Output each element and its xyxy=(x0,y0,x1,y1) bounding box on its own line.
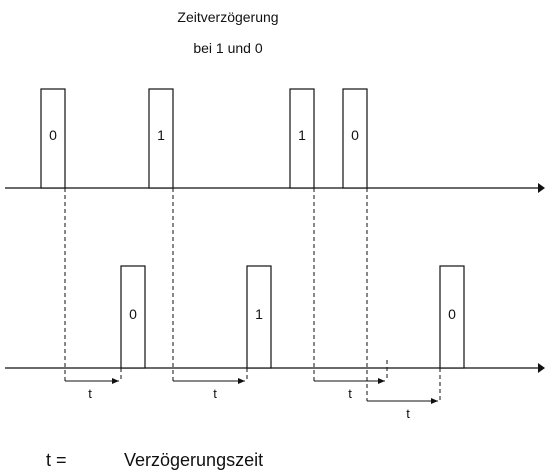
output-pulse-3 xyxy=(439,265,465,369)
legend: t = Verzögerungszeit xyxy=(46,450,263,470)
title-line-1: Zeitverzögerung xyxy=(177,9,278,25)
legend-symbol: t = xyxy=(46,450,67,470)
input-pulse-1-label: 0 xyxy=(49,127,57,143)
dashed-connectors xyxy=(64,188,441,401)
output-pulse-2-label: 1 xyxy=(255,306,263,322)
input-pulse-1 xyxy=(40,88,66,189)
output-pulse-2 xyxy=(246,265,272,369)
title-line-2: bei 1 und 0 xyxy=(193,40,262,56)
legend-text: Verzögerungszeit xyxy=(124,450,263,470)
input-pulse-4 xyxy=(342,88,368,189)
delay-label-3: t xyxy=(348,386,352,401)
input-pulse-2 xyxy=(148,88,174,189)
delay-arrows xyxy=(65,378,438,404)
input-pulse-4-label: 0 xyxy=(351,127,359,143)
output-pulse-1 xyxy=(120,265,146,369)
input-timeline: 0 1 1 0 xyxy=(5,88,545,193)
input-pulse-3-label: 1 xyxy=(298,127,306,143)
delay-label-4: t xyxy=(406,406,410,421)
output-pulse-1-label: 0 xyxy=(129,306,137,322)
input-pulse-3 xyxy=(289,88,315,189)
output-pulse-3-label: 0 xyxy=(448,306,456,322)
input-pulse-2-label: 1 xyxy=(157,127,165,143)
delay-label-1: t xyxy=(88,386,92,401)
output-axis-arrowhead xyxy=(538,363,545,373)
output-timeline: 0 1 0 xyxy=(5,265,545,373)
delay-label-2: t xyxy=(213,386,217,401)
input-axis-arrowhead xyxy=(538,183,545,193)
